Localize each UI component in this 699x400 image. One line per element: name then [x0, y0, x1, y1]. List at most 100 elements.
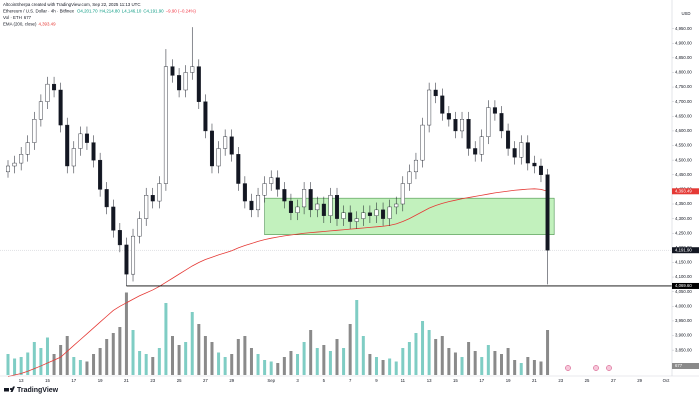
volume-bar [269, 361, 273, 375]
x-tick-label: 3 [296, 378, 299, 383]
logo-mark [9, 387, 13, 391]
event-marker [606, 365, 612, 371]
candle-body [295, 206, 300, 213]
logo-mark [10, 386, 15, 392]
volume-bar [236, 339, 240, 375]
y-tick-label: 3,950.00 [675, 318, 692, 323]
volume-bar [335, 339, 339, 375]
candle-body [466, 119, 471, 149]
y-tick-label: 4,450.00 [675, 172, 692, 177]
x-tick-label: 29 [637, 378, 642, 383]
candle-body [288, 200, 293, 213]
volume-bar [394, 361, 398, 375]
x-tick-label: 19 [506, 378, 511, 383]
candle-body [512, 148, 517, 158]
volume-bar [381, 360, 385, 375]
candle-body [525, 142, 530, 164]
candle-body [150, 195, 155, 202]
volume-bar [210, 342, 214, 375]
volume-bar [546, 330, 550, 375]
title-line: Ethereum / U.S. Dollar · 4h · Bitfinex O4… [3, 9, 196, 14]
candle-body [302, 189, 307, 208]
volume-bar [59, 345, 63, 375]
volume-bar [111, 333, 115, 375]
candle-body [262, 183, 267, 196]
y-tick-label: 4,650.00 [675, 113, 692, 118]
volume-bar [164, 303, 168, 375]
volume-bar [480, 357, 484, 375]
candle-body [335, 195, 340, 219]
candle-body [407, 171, 412, 184]
y-tick-label: 4,750.00 [675, 84, 692, 89]
x-tick-label: 27 [203, 378, 208, 383]
volume-bar [473, 351, 477, 375]
candle-body [315, 203, 320, 211]
candle-body [545, 174, 550, 251]
volume-bar [421, 321, 425, 375]
ema-line [7, 188, 548, 377]
title: Ethereum / U.S. Dollar · 4h · Bitfinex [3, 9, 75, 14]
volume-bar [486, 345, 490, 375]
volume-bar [249, 348, 253, 375]
volume-bar [355, 300, 359, 375]
x-tick-label: 11 [401, 378, 406, 383]
candle-body [58, 89, 63, 126]
candle-body [387, 206, 392, 219]
candle-body [223, 136, 228, 149]
x-tick-label: 27 [611, 378, 616, 383]
volume-bar [138, 351, 142, 375]
y-tick-label: 4,850.00 [675, 55, 692, 60]
currency-label: USD [681, 11, 690, 16]
candle-body [328, 195, 333, 216]
y-tick-label: 4,150.00 [675, 260, 692, 265]
candle-body [367, 212, 372, 216]
volume-bar [519, 363, 523, 375]
candle-body [479, 136, 484, 155]
candle-body [460, 119, 465, 132]
ohlc-change: −9.90 (−0.24%) [166, 9, 197, 14]
volume-bar [526, 357, 530, 375]
ohlc-high: H4,214.80 [100, 9, 121, 14]
volume-bar [414, 333, 418, 375]
ohlc-low: L4,146.10 [122, 9, 142, 14]
x-tick-label: 19 [98, 378, 103, 383]
volume-bar [171, 336, 174, 375]
candle-body [538, 165, 543, 175]
volume-bar [539, 361, 543, 375]
y-tick-label: 3,900.00 [675, 333, 692, 338]
volume-bar [342, 348, 346, 375]
candle-body [98, 159, 103, 190]
volume-bar [85, 361, 89, 375]
candle-body [242, 183, 247, 202]
candle-body [216, 148, 221, 167]
y-tick-label: 4,300.00 [675, 216, 692, 221]
candle-body [131, 235, 136, 275]
volume-bar [513, 360, 517, 375]
candle-body [499, 113, 504, 132]
volume-bar [45, 337, 49, 375]
candle-body [275, 177, 280, 190]
volume-bar [217, 352, 221, 375]
volume-bar [256, 354, 260, 375]
volume-bar [453, 352, 457, 375]
volume-bar [6, 354, 10, 375]
candle-body [400, 183, 405, 205]
event-marker [565, 365, 571, 371]
candle-body [256, 195, 261, 211]
candle-body [282, 189, 287, 202]
volume-bar [368, 354, 372, 375]
x-tick-label: 25 [585, 378, 590, 383]
x-tick-label: 15 [45, 378, 50, 383]
x-tick-label: 23 [150, 378, 155, 383]
volume-bar [197, 324, 201, 375]
candle-body [433, 89, 438, 97]
y-tick-label: 4,800.00 [675, 70, 692, 75]
volume-bar [177, 345, 181, 375]
volume-bar [500, 354, 503, 375]
candle-body [519, 142, 524, 158]
candle-body [157, 183, 162, 202]
volume-tag-bg [672, 363, 699, 369]
volume-bar [460, 357, 464, 375]
volume-bar [302, 342, 306, 375]
volume-bar [223, 357, 227, 375]
